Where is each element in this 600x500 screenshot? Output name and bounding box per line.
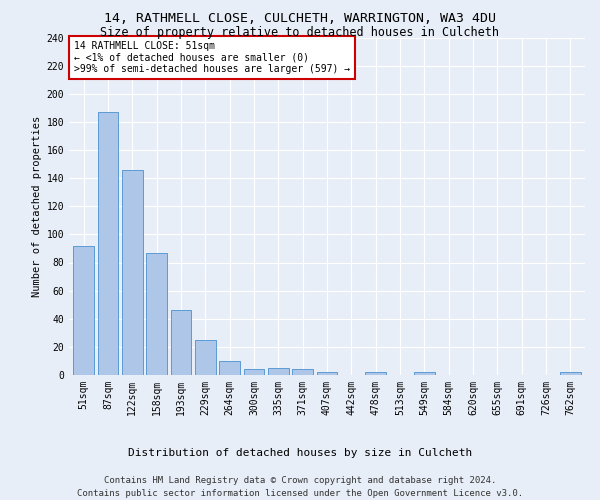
Bar xyxy=(219,361,240,375)
Y-axis label: Number of detached properties: Number of detached properties xyxy=(32,116,43,297)
Text: 14 RATHMELL CLOSE: 51sqm
← <1% of detached houses are smaller (0)
>99% of semi-d: 14 RATHMELL CLOSE: 51sqm ← <1% of detach… xyxy=(74,41,350,74)
Bar xyxy=(170,310,191,375)
Text: Contains HM Land Registry data © Crown copyright and database right 2024.: Contains HM Land Registry data © Crown c… xyxy=(104,476,496,485)
Bar xyxy=(292,370,313,375)
Bar xyxy=(98,112,118,375)
Bar xyxy=(414,372,435,375)
Text: Distribution of detached houses by size in Culcheth: Distribution of detached houses by size … xyxy=(128,448,472,458)
Bar xyxy=(73,246,94,375)
Text: 14, RATHMELL CLOSE, CULCHETH, WARRINGTON, WA3 4DU: 14, RATHMELL CLOSE, CULCHETH, WARRINGTON… xyxy=(104,12,496,26)
Bar xyxy=(195,340,215,375)
Bar xyxy=(244,370,265,375)
Bar xyxy=(317,372,337,375)
Text: Contains public sector information licensed under the Open Government Licence v3: Contains public sector information licen… xyxy=(77,489,523,498)
Bar xyxy=(268,368,289,375)
Bar xyxy=(560,372,581,375)
Bar xyxy=(365,372,386,375)
Bar xyxy=(122,170,143,375)
Text: Size of property relative to detached houses in Culcheth: Size of property relative to detached ho… xyxy=(101,26,499,39)
Bar xyxy=(146,252,167,375)
